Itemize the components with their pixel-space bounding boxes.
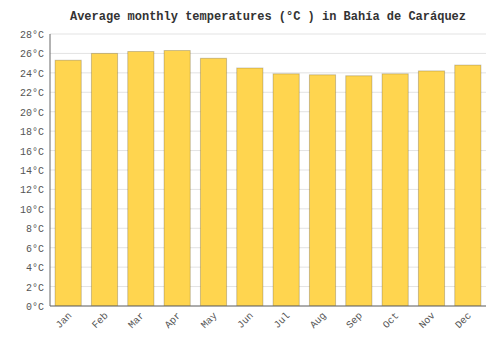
x-tick-label: Jul xyxy=(272,310,293,331)
chart-svg: Average monthly temperatures (°C ) in Ba… xyxy=(0,0,500,350)
y-tick-label: 2°C xyxy=(26,283,44,294)
y-tick-label: 20°C xyxy=(20,108,44,119)
grid xyxy=(50,34,486,306)
bar xyxy=(418,71,444,306)
x-tick-label: Oct xyxy=(381,310,402,331)
x-axis: Jan Feb Mar Apr May Jun Jul Aug Sep Oct Nov Dec xyxy=(54,310,474,331)
x-axis-line xyxy=(50,306,486,307)
bars xyxy=(55,51,481,306)
bar xyxy=(164,51,190,306)
y-tick-label: 28°C xyxy=(20,30,44,41)
y-tick-label: 16°C xyxy=(20,147,44,158)
y-tick-label: 8°C xyxy=(26,224,44,235)
chart-container: Average monthly temperatures (°C ) in Ba… xyxy=(0,0,500,350)
x-tick-label: Sep xyxy=(344,310,365,331)
y-tick-label: 18°C xyxy=(20,127,44,138)
y-axis-line xyxy=(50,34,51,306)
x-tick-label: May xyxy=(199,310,220,331)
y-tick-label: 22°C xyxy=(20,88,44,99)
y-tick-label: 24°C xyxy=(20,69,44,80)
x-tick-label: Jan xyxy=(54,310,75,331)
y-tick-label: 4°C xyxy=(26,263,44,274)
bar xyxy=(237,68,263,306)
bar xyxy=(91,53,117,306)
title: Average monthly temperatures (°C ) in Ba… xyxy=(70,10,466,24)
bar xyxy=(455,65,481,306)
bar xyxy=(55,60,81,306)
grid-line xyxy=(50,34,486,35)
y-tick-label: 12°C xyxy=(20,185,44,196)
x-tick-label: Aug xyxy=(308,310,329,331)
x-tick-label: Dec xyxy=(453,310,474,331)
y-tick-label: 10°C xyxy=(20,205,44,216)
y-tick-label: 14°C xyxy=(20,166,44,177)
y-tick-label: 0°C xyxy=(26,302,44,313)
x-tick-label: Nov xyxy=(417,310,438,331)
bar xyxy=(382,74,408,306)
grid-line xyxy=(50,306,486,307)
x-tick-label: Apr xyxy=(163,310,184,331)
y-tick-label: 6°C xyxy=(26,244,44,255)
x-tick-label: Feb xyxy=(90,310,111,331)
bar xyxy=(346,76,372,306)
bar xyxy=(309,75,335,306)
y-tick-label: 26°C xyxy=(20,49,44,60)
bar xyxy=(273,74,299,306)
y-axis: 0°C 2°C 4°C 6°C 8°C 10°C 12°C 14°C 16°C 18°C 20°C 2… xyxy=(20,30,44,313)
x-tick-label: Jun xyxy=(235,310,256,331)
bar xyxy=(200,58,226,306)
bar xyxy=(128,51,154,306)
x-tick-label: Mar xyxy=(126,310,147,331)
